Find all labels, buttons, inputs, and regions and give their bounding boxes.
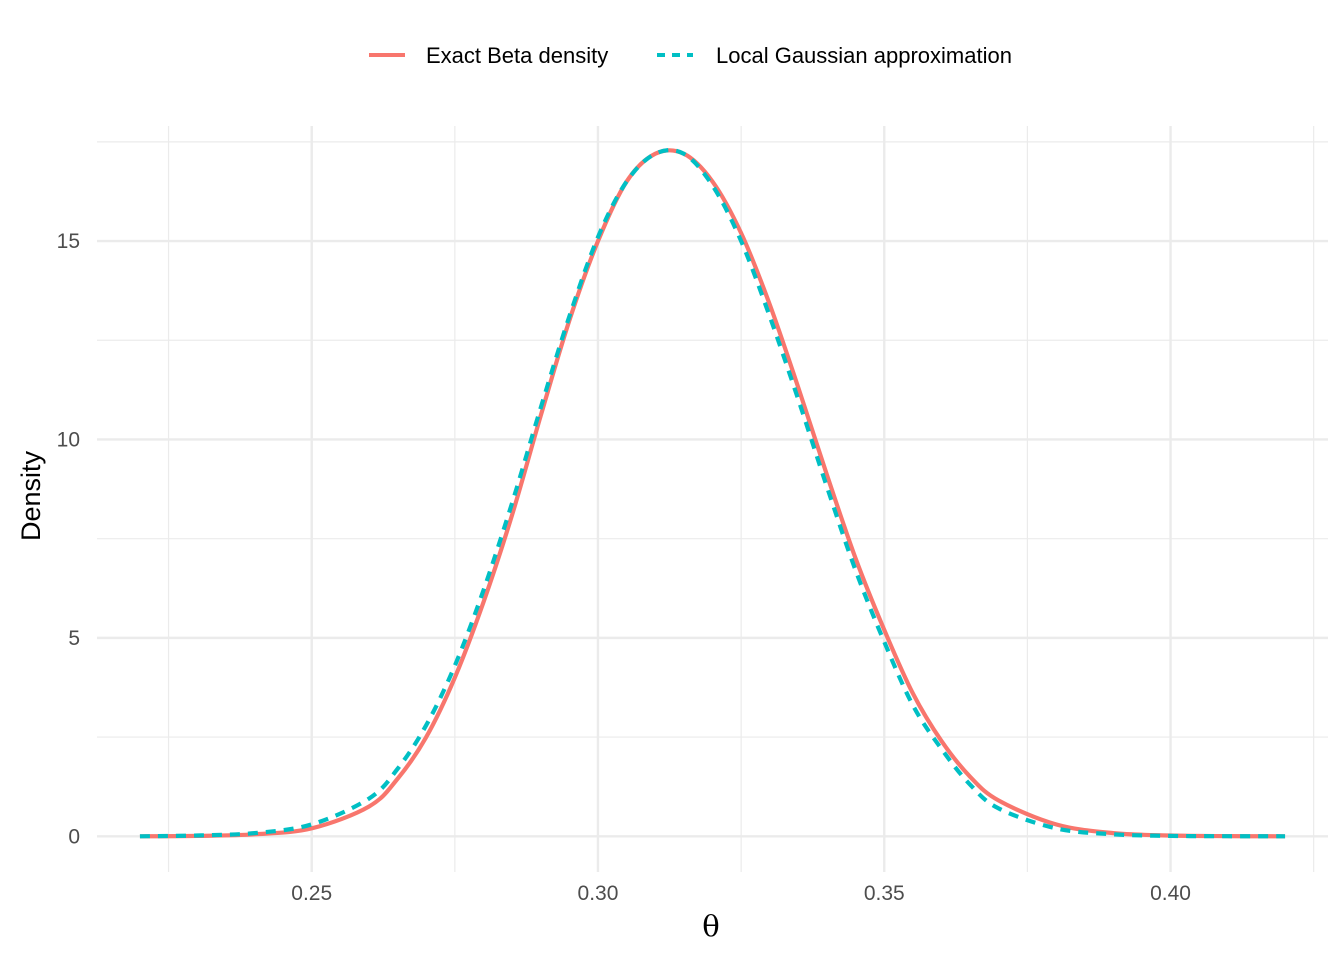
series-layer [139,147,1286,839]
legend-label-gaussian: Local Gaussian approximation [716,43,1012,68]
x-axis-title: θ [702,909,719,943]
y-tick-label: 15 [57,230,80,253]
y-axis-title: Density [16,450,46,541]
x-tick-label: 0.25 [291,882,332,905]
major-gridlines [97,126,1328,872]
minor-gridlines [97,126,1328,872]
y-tick-label: 0 [68,825,80,848]
y-tick-label: 10 [57,428,80,451]
y-tick-labels: 0 5 10 15 [57,230,80,848]
x-tick-label: 0.40 [1150,882,1191,905]
gaussian-approximation-line [139,147,1286,839]
x-tick-labels: 0.25 0.30 0.35 0.40 [291,882,1191,905]
x-tick-label: 0.30 [578,882,619,905]
legend-label-exact-beta: Exact Beta density [426,43,608,68]
y-tick-label: 5 [68,627,80,650]
legend: Exact Beta density Local Gaussian approx… [369,43,1012,68]
x-tick-label: 0.35 [864,882,905,905]
